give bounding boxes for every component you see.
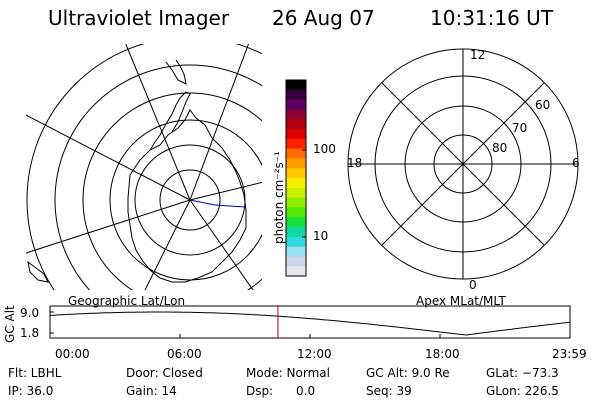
colorbar-tick-100: 100: [313, 142, 336, 156]
time-label: 10:31:16 UT: [430, 6, 554, 30]
polar-lat-70: 70: [512, 121, 528, 135]
colorbar-segment: [286, 138, 306, 150]
info-glat: GLat: −73.3: [486, 366, 559, 380]
colorbar-segment: [286, 197, 306, 208]
info-glon: GLon: 226.5: [486, 384, 559, 398]
strip-x-tick-1800: 18:00: [425, 347, 460, 361]
info-mode: Mode: Normal: [246, 366, 330, 380]
colorbar-segment: [286, 246, 306, 257]
polar-label-18: 18: [347, 156, 363, 170]
south-america-tip: [165, 59, 187, 85]
colorbar-segment: [286, 178, 306, 189]
colorbar-segment: [286, 256, 306, 267]
colorbar-segment: [286, 109, 306, 120]
colorbar-segment: [286, 99, 306, 110]
strip-x-tick-0600: 06:00: [167, 347, 202, 361]
colorbar-segment: [286, 158, 306, 169]
strip-x-tick-1200: 12:00: [297, 347, 332, 361]
colorbar-segment: [286, 119, 306, 130]
info-ip: IP: 36.0: [8, 384, 54, 398]
colorbar-frame: [285, 79, 307, 277]
colorbar-tick-10: 10: [313, 229, 329, 243]
colorbar-segment: [286, 227, 306, 238]
colorbar-segment: [286, 266, 306, 277]
info-gain: Gain: 14: [126, 384, 177, 398]
info-flt: Flt: LBHL: [8, 366, 62, 380]
instrument-title: Ultraviolet Imager: [48, 6, 230, 30]
info-door: Door: Closed: [126, 366, 203, 380]
info-seq: Seq: 39: [366, 384, 412, 398]
info-dsp: Dsp: 0.0: [246, 384, 316, 398]
strip-right-title: Apex MLat/MLT: [416, 294, 506, 308]
strip-x-tick-0000: 00:00: [55, 347, 90, 361]
polar-label-6: 6: [572, 156, 580, 170]
polar-label-0: 0: [469, 278, 477, 292]
colorbar-segment: [286, 217, 306, 228]
colorbar-segment: [286, 207, 306, 218]
colorbar-segment: [286, 168, 306, 179]
info-gc-alt: GC Alt: 9.0 Re: [366, 366, 450, 380]
altitude-curve: [49, 311, 571, 336]
polar-lat-60: 60: [535, 98, 551, 112]
new-zealand: [27, 260, 49, 283]
strip-y-tick-bottom: 1.8: [20, 326, 40, 340]
colorbar-segment: [286, 129, 306, 140]
colorbar-segment: [286, 80, 306, 91]
date-label: 26 Aug 07: [272, 6, 375, 30]
strip-x-tick-2359: 23:59: [552, 347, 587, 361]
antarctic-peninsula: [149, 91, 191, 151]
polar-lat-80: 80: [492, 141, 508, 155]
strip-y-tick-top: 9.0: [20, 306, 40, 320]
strip-frame: [49, 305, 571, 339]
magnetic-meridian-line: [189, 199, 246, 208]
antarctica-coastline: [127, 109, 247, 283]
colorbar-segment: [286, 89, 306, 101]
polar-label-12: 12: [470, 48, 486, 62]
longitude-lines: [26, 44, 262, 290]
colorbar-segment: [286, 148, 306, 159]
colorbar-segment: [286, 187, 306, 199]
strip-left-title: Geographic Lat/Lon: [68, 294, 186, 308]
colorbar-segment: [286, 236, 306, 248]
